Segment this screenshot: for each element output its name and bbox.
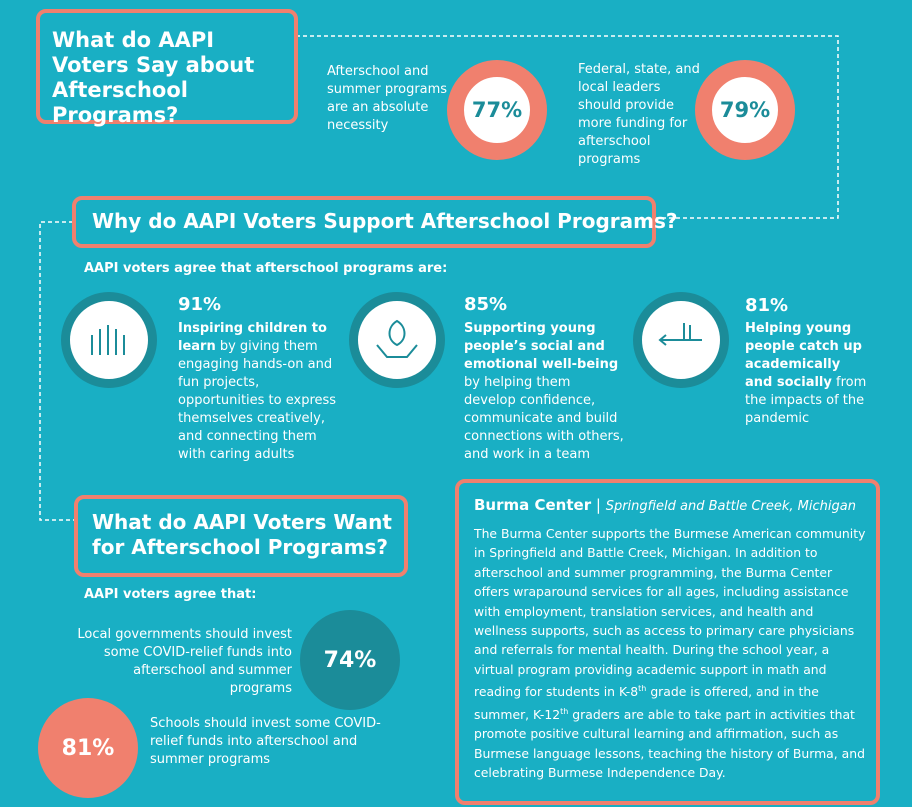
body-text: The Burma Center supports the Burmese Am… <box>474 526 866 700</box>
stat-donut: 79% <box>695 60 795 160</box>
item-bold: Helping young people catch up academical… <box>745 321 862 390</box>
title-box <box>36 9 298 124</box>
icon <box>658 323 702 346</box>
item-bold: Inspiring children to learn <box>178 321 327 354</box>
item-rest: from the impacts of the pandemic <box>745 375 867 426</box>
item-text: Helping young people catch up academical… <box>745 320 870 428</box>
spotlight-body: The Burma Center supports the Burmese Am… <box>474 524 869 783</box>
icon-circle <box>349 292 445 388</box>
icon <box>91 325 125 355</box>
stat-text: Federal, state, and local leaders should… <box>578 62 700 167</box>
item-rest: by helping them develop confidence, comm… <box>464 375 624 462</box>
item-text: Inspiring children to learn by giving th… <box>178 320 338 464</box>
section-title: What do AAPI Voters Want for Afterschool… <box>92 510 392 559</box>
stat-text: Afterschool and summer programs are an a… <box>327 64 448 133</box>
superscript: th <box>638 684 647 694</box>
stat-circle: 74% <box>300 610 400 710</box>
section-title: What do AAPI Voters Say about Afterschoo… <box>52 28 255 127</box>
stat-text: Schools should invest some COVID-relief … <box>150 716 381 767</box>
title-box <box>72 196 656 248</box>
item-rest: by giving them engaging hands-on and fun… <box>178 339 337 462</box>
body-text: grade is offered, and in the summer, K-1… <box>474 684 819 722</box>
icon-circle <box>633 292 729 388</box>
item-text: Supporting young people’s social and emo… <box>464 320 624 464</box>
spotlight-header: Burma Center | Springfield and Battle Cr… <box>474 496 856 514</box>
superscript: th <box>560 706 569 716</box>
intro: AAPI voters agree that: <box>84 587 257 602</box>
stat-circle: 81% <box>38 698 138 798</box>
spotlight-location: Springfield and Battle Creek, Michigan <box>605 499 856 514</box>
spotlight-title: Burma Center <box>474 496 592 514</box>
section-title: Why do AAPI Voters Support Afterschool P… <box>92 209 678 233</box>
item-value: 91% <box>178 294 222 315</box>
stat-text: Local governments should invest some COV… <box>77 627 292 696</box>
body-text: graders are able to take part in activit… <box>474 706 865 781</box>
item-value: 85% <box>464 294 508 315</box>
item-bold: Supporting young people’s social and emo… <box>464 321 619 372</box>
stat-donut: 77% <box>447 60 547 160</box>
spotlight-box <box>455 479 880 805</box>
icon-circle <box>61 292 157 388</box>
title-box <box>74 495 408 577</box>
intro: AAPI voters agree that afterschool progr… <box>84 261 448 276</box>
item-value: 81% <box>745 295 789 316</box>
icon <box>376 319 418 358</box>
